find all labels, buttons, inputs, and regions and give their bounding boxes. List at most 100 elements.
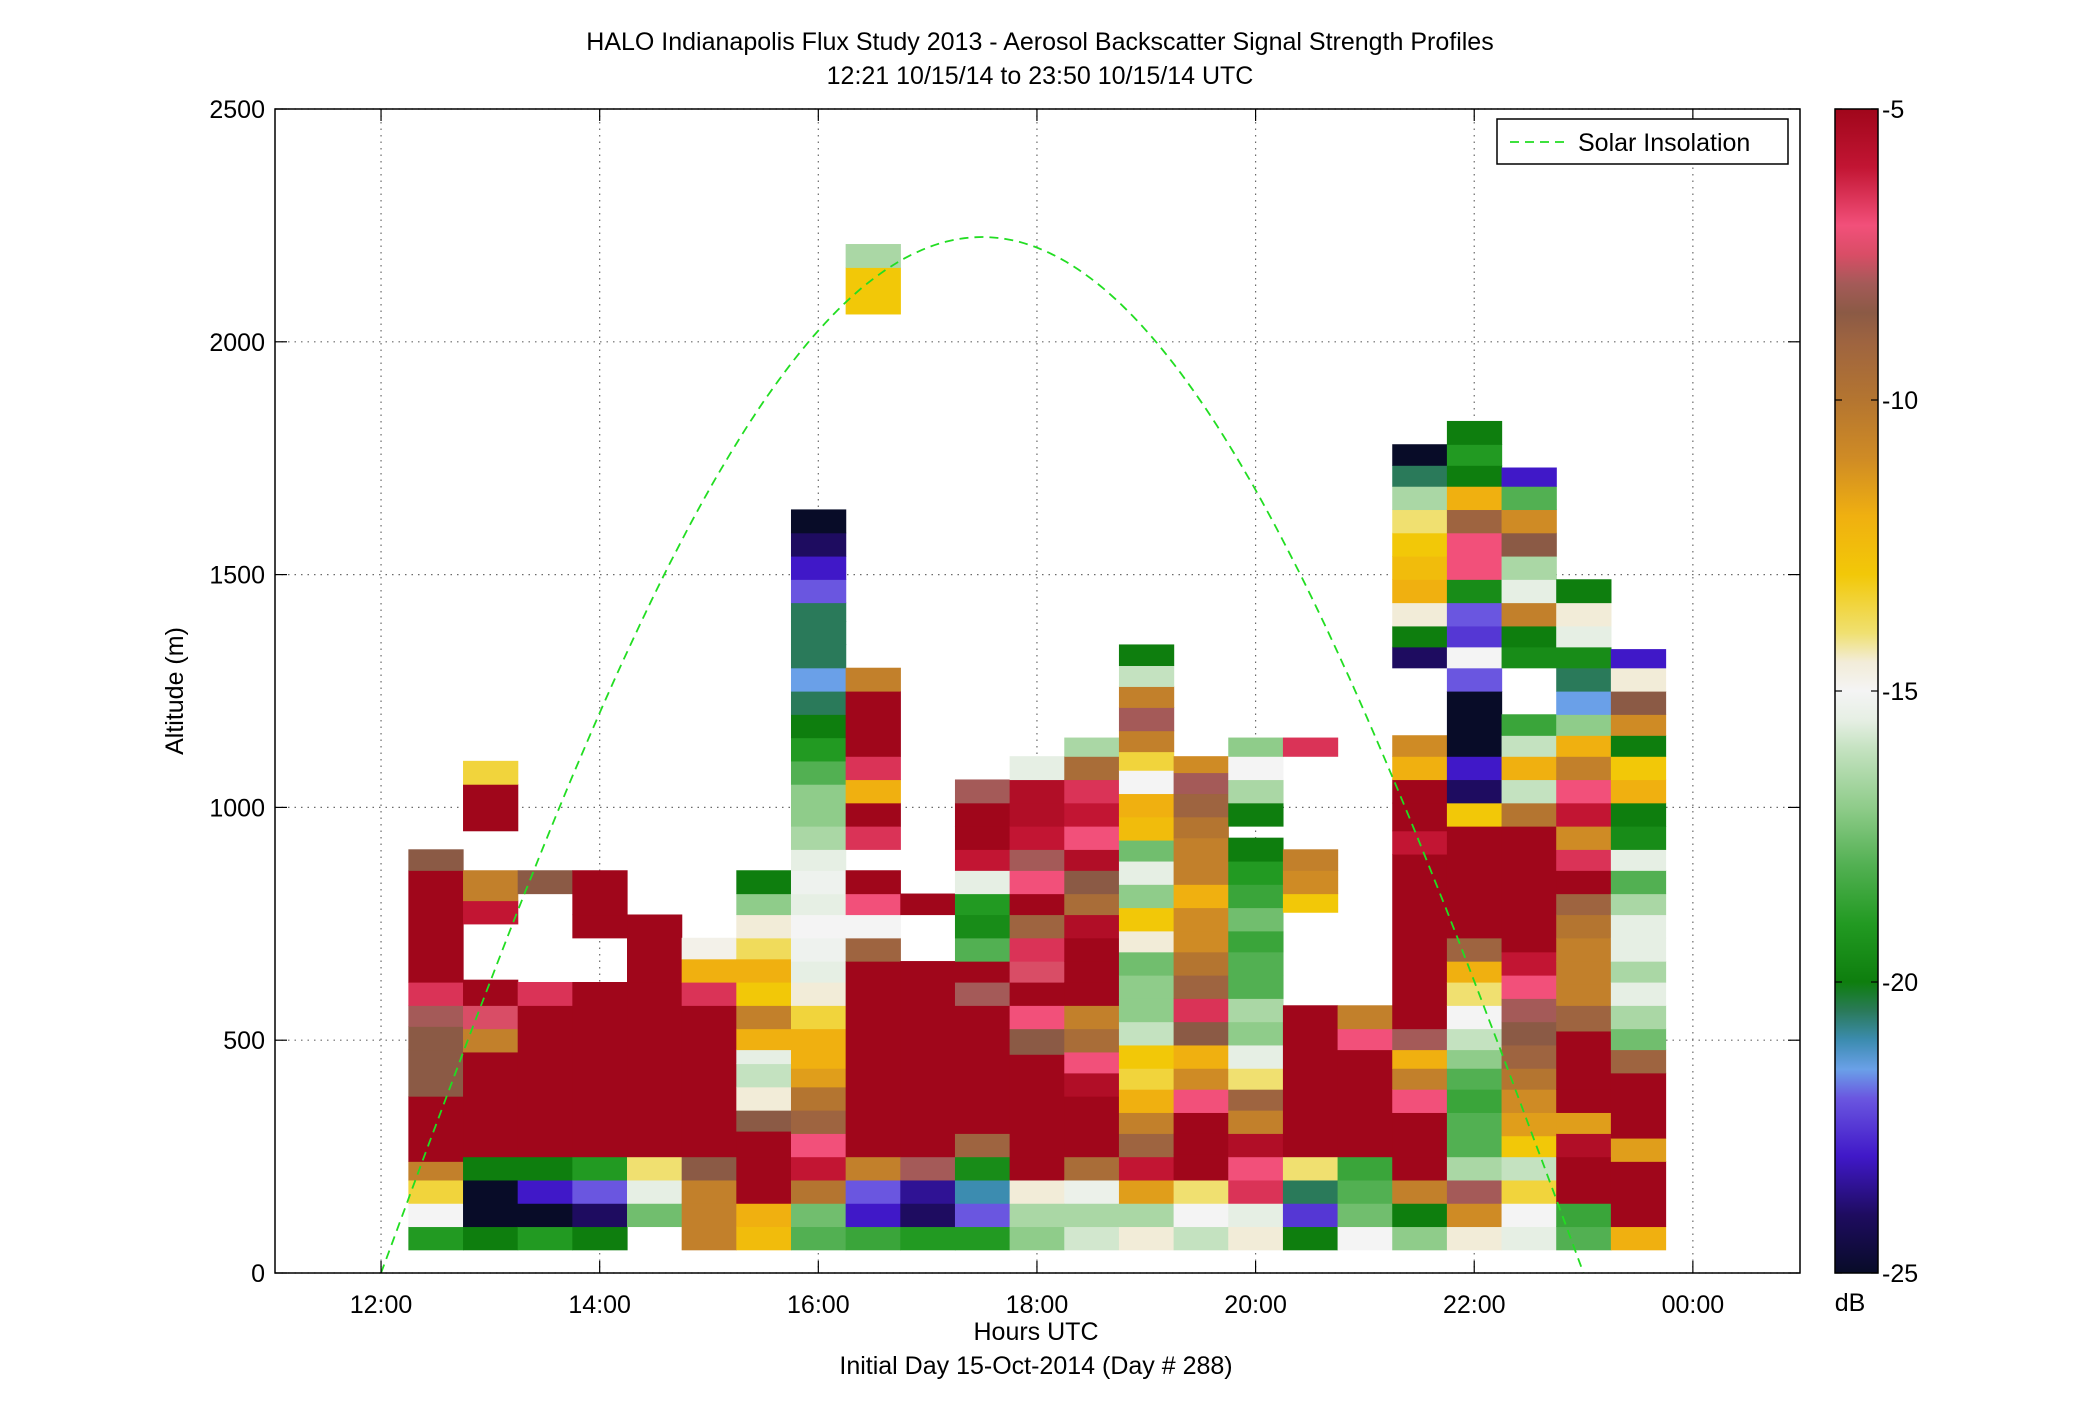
heatmap-cell	[1118, 1156, 1175, 1181]
heatmap-cell	[1009, 870, 1065, 895]
heatmap-cell	[1392, 1226, 1448, 1251]
heatmap-cell	[1556, 646, 1612, 669]
heatmap-cell	[1228, 951, 1284, 976]
heatmap-cell	[1501, 646, 1557, 669]
heatmap-cell	[1556, 870, 1612, 895]
heatmap-cell	[1173, 860, 1229, 885]
heatmap-cell	[1446, 1133, 1503, 1158]
heatmap-cell	[1556, 914, 1612, 939]
heatmap-cell	[1064, 1203, 1120, 1228]
heatmap-cell	[736, 1156, 792, 1181]
heatmap-cell	[1556, 625, 1612, 648]
heatmap-cell	[1064, 1226, 1120, 1251]
heatmap-cell	[681, 982, 737, 1006]
heatmap-cell	[1173, 772, 1229, 795]
heatmap-cell	[1501, 625, 1557, 648]
heatmap-cell	[1501, 1135, 1557, 1158]
heatmap-cell	[954, 1156, 1011, 1181]
heatmap-cell	[1064, 1005, 1120, 1030]
heatmap-cell	[1501, 509, 1557, 534]
heatmap-cell	[1228, 1156, 1284, 1181]
heatmap-cell	[1064, 870, 1120, 895]
heatmap-cell	[954, 1203, 1011, 1228]
heatmap-cell	[1610, 779, 1667, 804]
heatmap-cell	[1610, 893, 1667, 916]
heatmap-cell	[790, 982, 847, 1006]
heatmap-cell	[1118, 1226, 1175, 1251]
heatmap-cell	[1392, 486, 1448, 511]
heatmap-cell	[681, 937, 737, 960]
heatmap-cell	[681, 1179, 737, 1204]
heatmap-cell	[845, 914, 901, 939]
heatmap-cell	[408, 982, 464, 1006]
heatmap-cell	[627, 982, 683, 1158]
heatmap-cell	[1392, 1068, 1448, 1090]
heatmap-cell	[1446, 667, 1503, 692]
heatmap-cell	[1282, 737, 1339, 757]
heatmap-cell	[1064, 937, 1120, 962]
heatmap-cell	[1392, 1049, 1448, 1069]
heatmap-cell	[1446, 602, 1503, 627]
heatmap-cell	[1118, 1089, 1175, 1113]
heatmap-cell	[1282, 1005, 1339, 1158]
heatmap-cell	[408, 870, 464, 983]
heatmap-cell	[845, 1203, 901, 1228]
heatmap-cell	[1610, 982, 1667, 1006]
heatmap-cell	[1501, 532, 1557, 557]
heatmap-cell	[790, 1005, 847, 1030]
heatmap-cell	[790, 644, 847, 669]
heatmap-cell	[736, 982, 792, 1006]
heatmap-cell	[1118, 1133, 1175, 1158]
heatmap-cell	[1282, 1226, 1339, 1251]
heatmap-cell	[1556, 1030, 1612, 1090]
heatmap-cell	[845, 756, 901, 781]
heatmap-cell	[1228, 1021, 1284, 1046]
heatmap-cell	[1501, 1068, 1557, 1090]
heatmap-cell	[1064, 982, 1120, 1006]
heatmap-cell	[1282, 893, 1339, 913]
heatmap-cell	[790, 532, 847, 557]
heatmap-cell	[1501, 1044, 1557, 1069]
heatmap-cell	[1556, 667, 1612, 692]
heatmap-cell	[1118, 839, 1175, 862]
heatmap-cell	[517, 982, 573, 1006]
heatmap-cell	[1446, 486, 1503, 511]
heatmap-cell	[1610, 826, 1667, 850]
heatmap-cell	[627, 1203, 683, 1228]
heatmap-cell	[736, 1203, 792, 1228]
heatmap-cell	[1173, 1179, 1229, 1204]
heatmap-cell	[1009, 893, 1065, 916]
heatmap-cell	[845, 1156, 901, 1181]
heatmap-cell	[845, 870, 901, 895]
heatmap-cell	[1501, 579, 1557, 604]
heatmap-cell	[1064, 1072, 1120, 1097]
heatmap-cell	[517, 1179, 573, 1204]
heatmap-cell	[1173, 1226, 1229, 1251]
heatmap-cell	[1501, 1021, 1557, 1046]
heatmap-cell	[790, 1156, 847, 1181]
x-tick-label: 22:00	[1443, 1291, 1506, 1319]
heatmap-cell	[1392, 1156, 1448, 1181]
colorbar-tick-label: -5	[1882, 96, 1904, 124]
heatmap-cell	[1556, 691, 1612, 715]
heatmap-cell	[1064, 756, 1120, 781]
heatmap-cell	[1556, 756, 1612, 781]
heatmap-cell	[1064, 849, 1120, 871]
heatmap-cell	[790, 509, 847, 534]
heatmap-cell	[1610, 735, 1667, 757]
heatmap-cell	[1501, 951, 1557, 976]
heatmap-cell	[790, 849, 847, 871]
heatmap-cell	[1173, 1203, 1229, 1228]
heatmap-cell	[572, 1179, 628, 1204]
heatmap-cell	[1501, 602, 1557, 627]
heatmap-cell	[1228, 1068, 1284, 1090]
heatmap-cell	[408, 1096, 464, 1162]
heatmap-cell	[1228, 1089, 1284, 1111]
heatmap-cell	[1556, 735, 1612, 757]
heatmap-cell	[1009, 826, 1065, 850]
heatmap-cell	[1446, 961, 1503, 983]
heatmap-cell	[517, 1005, 573, 1158]
heatmap-cell	[900, 1226, 956, 1251]
chart-title: HALO Indianapolis Flux Study 2013 - Aero…	[586, 28, 1493, 56]
heatmap-cell	[572, 1156, 628, 1181]
